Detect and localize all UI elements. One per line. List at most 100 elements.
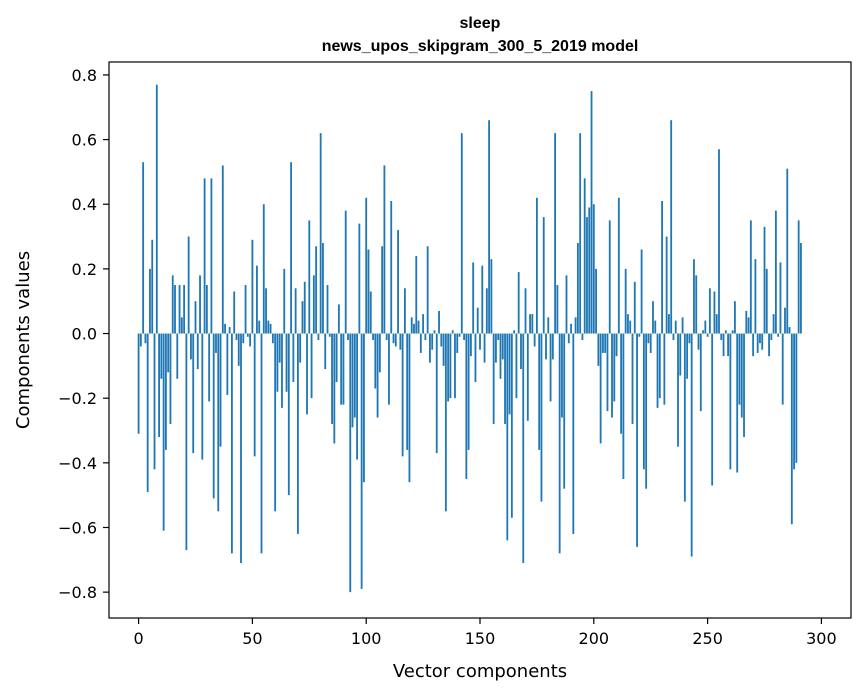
y-tick-label: 0.2: [72, 260, 97, 279]
bar: [333, 333, 336, 444]
bar: [290, 162, 292, 334]
bar: [492, 333, 495, 425]
x-tick-label: 0: [133, 629, 143, 648]
bar: [779, 262, 782, 334]
bar: [561, 333, 563, 418]
bar: [586, 217, 588, 334]
bar: [301, 301, 304, 334]
bar: [604, 333, 607, 353]
bar: [187, 236, 190, 334]
bar: [597, 333, 600, 366]
bar: [704, 320, 707, 334]
y-tick-label: 0.0: [72, 325, 97, 344]
bar: [310, 333, 313, 399]
bar: [636, 333, 638, 547]
bar: [567, 333, 570, 344]
bar: [390, 201, 393, 334]
y-axis-label: Components values: [13, 251, 34, 429]
bar: [665, 236, 668, 334]
bar: [649, 333, 652, 353]
bar: [363, 333, 365, 483]
bar: [763, 226, 766, 334]
bar: [774, 210, 777, 334]
bar: [734, 301, 736, 334]
bar: [695, 275, 698, 334]
bar: [285, 333, 288, 392]
bar: [531, 314, 534, 334]
bar: [499, 333, 502, 379]
bar: [192, 333, 195, 454]
bar: [417, 320, 420, 334]
bar: [374, 333, 377, 389]
bar: [401, 333, 404, 457]
bar: [331, 333, 333, 425]
bar: [415, 255, 418, 334]
bar: [615, 333, 618, 357]
bar: [515, 333, 518, 399]
bar: [565, 275, 568, 334]
bar: [451, 330, 454, 334]
bar: [149, 268, 151, 334]
bar: [228, 327, 231, 334]
bar: [617, 197, 620, 334]
bar: [271, 333, 274, 344]
bar: [556, 285, 559, 334]
bar: [422, 314, 425, 334]
bar: [183, 285, 186, 334]
bar: [517, 272, 520, 334]
bar: [765, 268, 768, 334]
bar: [351, 333, 354, 428]
bar: [367, 249, 370, 334]
bar: [158, 333, 160, 437]
chart-subtitle: news_upos_skipgram_300_5_2019 model: [322, 38, 639, 55]
bar: [392, 333, 395, 344]
bar: [633, 281, 636, 334]
bar: [738, 333, 741, 405]
bar: [724, 330, 727, 334]
bar: [545, 333, 547, 360]
bar: [581, 333, 584, 340]
y-tick-label: −0.4: [58, 454, 97, 473]
bar: [590, 91, 593, 334]
bar: [629, 320, 632, 334]
bar: [299, 333, 302, 363]
bar: [729, 333, 732, 470]
bar: [513, 330, 516, 334]
bar: [215, 333, 217, 353]
bar: [583, 178, 586, 334]
y-tick-label: 0.6: [72, 131, 97, 150]
bar: [638, 333, 641, 337]
bar: [558, 333, 561, 554]
bar: [454, 333, 456, 399]
bar: [226, 333, 229, 395]
bar: [205, 285, 208, 334]
bar: [294, 288, 297, 334]
bar: [501, 333, 504, 360]
bar: [761, 333, 764, 350]
bar: [476, 307, 479, 334]
bar: [244, 285, 247, 334]
bar: [483, 333, 486, 363]
bar: [258, 320, 261, 334]
bar: [322, 243, 324, 334]
bar: [237, 333, 240, 366]
bar: [328, 333, 331, 337]
bar: [463, 333, 465, 340]
bar: [535, 197, 538, 334]
bar: [315, 246, 318, 334]
bar: [424, 333, 427, 340]
bar: [297, 333, 299, 534]
bar: [144, 333, 147, 344]
bar: [155, 84, 158, 334]
bar: [576, 243, 579, 334]
bar: [702, 330, 704, 334]
bar: [326, 285, 329, 334]
bar: [347, 333, 349, 340]
bar: [253, 333, 256, 457]
bar: [647, 333, 650, 344]
x-tick-label: 150: [465, 629, 496, 648]
bar: [715, 314, 718, 334]
bar: [547, 317, 550, 334]
bar: [190, 333, 192, 360]
bar: [394, 333, 397, 347]
